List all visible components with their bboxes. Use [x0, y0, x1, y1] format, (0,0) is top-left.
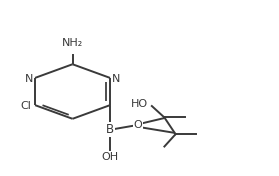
Text: OH: OH — [102, 152, 119, 162]
Text: NH₂: NH₂ — [62, 38, 83, 48]
Text: N: N — [112, 74, 120, 84]
Text: B: B — [106, 123, 114, 136]
Text: HO: HO — [131, 99, 148, 109]
Text: N: N — [25, 74, 33, 84]
Text: O: O — [134, 120, 142, 130]
Text: Cl: Cl — [21, 101, 32, 111]
